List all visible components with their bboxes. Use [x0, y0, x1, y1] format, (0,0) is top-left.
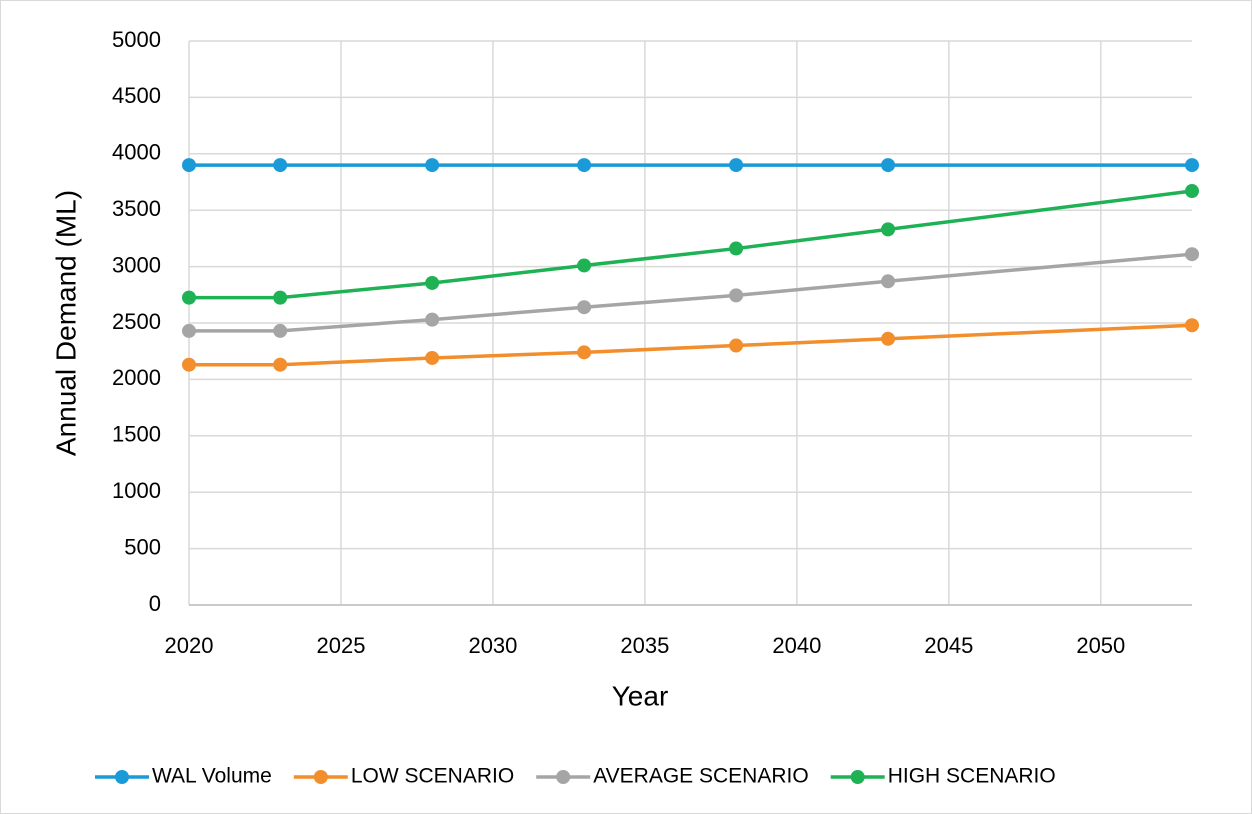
data-point — [182, 323, 196, 338]
data-point — [425, 350, 440, 365]
x-tick-label: 2025 — [316, 633, 365, 658]
x-tick-label: 2035 — [620, 633, 669, 658]
data-point — [729, 158, 744, 173]
y-tick-label: 1000 — [112, 478, 161, 503]
legend-marker — [556, 770, 571, 784]
data-point — [182, 158, 196, 173]
x-tick-label: 2050 — [1076, 633, 1125, 658]
x-axis-title: Year — [612, 680, 669, 711]
y-tick-label: 1500 — [112, 422, 161, 447]
data-point — [577, 345, 592, 360]
data-point — [425, 275, 440, 290]
data-point — [577, 258, 592, 273]
data-point — [577, 300, 592, 315]
y-tick-label: 3000 — [112, 252, 161, 277]
y-axis-title: Annual Demand (ML) — [50, 190, 81, 456]
x-tick-label: 2030 — [468, 633, 517, 658]
data-point — [881, 158, 896, 173]
y-tick-label: 0 — [149, 591, 161, 616]
data-point — [273, 323, 288, 338]
x-tick-label: 2045 — [924, 633, 973, 658]
data-point — [1185, 247, 1199, 262]
legend-label: HIGH SCENARIO — [888, 765, 1056, 788]
data-point — [881, 274, 896, 289]
y-tick-label: 2000 — [112, 365, 161, 390]
legend-marker — [850, 770, 865, 784]
data-point — [729, 338, 744, 353]
y-tick-label: 5000 — [112, 27, 161, 52]
legend-label: WAL Volume — [152, 765, 272, 788]
data-point — [577, 158, 592, 173]
data-point — [425, 312, 440, 327]
data-point — [1185, 184, 1199, 199]
legend: WAL Volume LOW SCENARIO AVERAGE SCENARIO HI… — [95, 765, 1056, 788]
data-point — [182, 290, 196, 305]
legend-label: LOW SCENARIO — [351, 765, 514, 788]
data-point — [1185, 158, 1199, 173]
data-point — [425, 158, 440, 173]
y-tick-label: 500 — [124, 534, 161, 559]
y-tick-label: 4500 — [112, 83, 161, 108]
x-tick-label: 2020 — [165, 633, 214, 658]
x-tick-label: 2040 — [772, 633, 821, 658]
y-tick-label: 2500 — [112, 309, 161, 334]
data-point — [273, 357, 288, 372]
data-point — [273, 290, 288, 305]
data-point — [182, 357, 196, 372]
data-point — [1185, 318, 1199, 333]
y-tick-label: 3500 — [112, 196, 161, 221]
data-point — [881, 331, 896, 346]
data-point — [273, 158, 288, 173]
data-point — [881, 222, 896, 237]
legend-label: AVERAGE SCENARIO — [593, 765, 809, 788]
data-point — [729, 241, 744, 256]
legend-marker — [313, 770, 328, 784]
y-tick-label: 4000 — [112, 140, 161, 165]
data-point — [729, 288, 744, 303]
legend-marker — [115, 770, 129, 784]
